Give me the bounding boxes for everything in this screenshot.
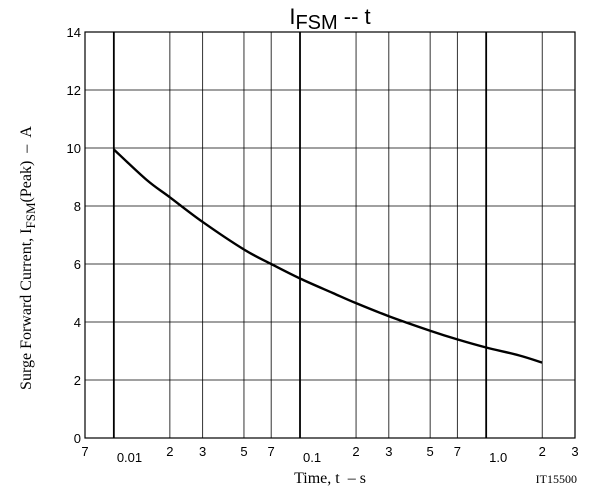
x-tick-label-4: 5 (240, 444, 247, 459)
chart-title-subscript: FSM (295, 12, 337, 34)
y-tick-label-3: 6 (74, 257, 81, 272)
series-line-0 (113, 148, 543, 364)
x-axis-label: Time, t – s (294, 470, 366, 487)
chart-title-symbol: I (289, 4, 295, 29)
x-tick-label-1: 0.01 (117, 450, 142, 465)
y-axis-label-subscript: FSM (23, 202, 38, 228)
y-tick-label-0: 0 (74, 431, 81, 446)
y-axis-label: Surge Forward Current, IFSM(Peak) – A (18, 126, 38, 390)
y-tick-labels: 0 2 4 6 8 10 12 14 (67, 25, 81, 446)
x-tick-label-8: 3 (385, 444, 392, 459)
x-tick-label-10: 7 (454, 444, 461, 459)
y-axis-label-tail: (Peak) – A (18, 126, 35, 203)
y-axis-label-main: Surge Forward Current, I (18, 229, 35, 390)
x-tick-label-5: 7 (268, 444, 275, 459)
y-tick-label-1: 2 (74, 373, 81, 388)
figure-id: IT15500 (536, 472, 577, 486)
x-tick-label-11: 1.0 (489, 450, 507, 465)
y-tick-label-2: 4 (74, 315, 81, 330)
y-tick-label-5: 10 (67, 141, 81, 156)
x-tick-label-7: 2 (352, 444, 359, 459)
chart-title-rest: -- t (338, 4, 371, 29)
grid-lines (85, 32, 575, 438)
series-curves (113, 148, 543, 364)
y-tick-label-7: 14 (67, 25, 81, 40)
x-tick-label-12: 2 (539, 444, 546, 459)
x-tick-label-2: 2 (166, 444, 173, 459)
x-tick-labels: 7 0.01 2 3 5 7 0.1 2 3 5 7 1.0 2 3 (81, 444, 578, 465)
chart-title: IFSM -- t (289, 4, 370, 34)
x-tick-label-3: 3 (199, 444, 206, 459)
x-tick-label-13: 3 (571, 444, 578, 459)
x-tick-label-0: 7 (81, 444, 88, 459)
x-tick-label-9: 5 (427, 444, 434, 459)
plot-frame (84, 31, 576, 439)
y-tick-label-4: 8 (74, 199, 81, 214)
x-tick-label-6: 0.1 (303, 450, 321, 465)
y-tick-label-6: 12 (67, 83, 81, 98)
